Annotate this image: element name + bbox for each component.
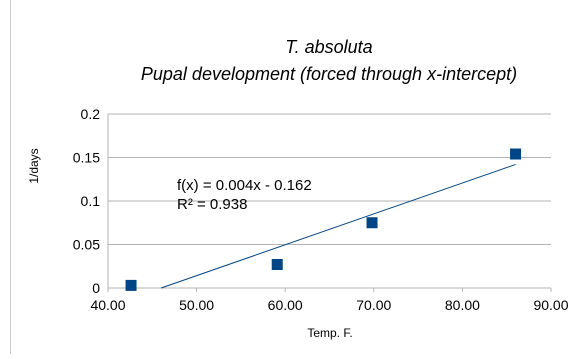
trendline [160, 163, 516, 289]
data-point [125, 279, 137, 291]
y-tick-label: 0.15 [73, 150, 100, 166]
trendline-group [160, 163, 516, 289]
data-point [510, 148, 522, 160]
axes [107, 114, 552, 292]
x-tick-labels: 40.00 50.00 60.00 70.00 80.00 90.00 [90, 297, 568, 313]
y-tick-label: 0 [92, 280, 100, 296]
trendline-equation: f(x) = 0.004x - 0.162 [177, 177, 312, 194]
x-tick-label: 70.00 [356, 297, 391, 313]
data-point [366, 217, 378, 229]
y-tick-label: 0.1 [81, 193, 101, 209]
y-tick-label: 0.2 [81, 106, 101, 122]
x-tick-label: 90.00 [533, 297, 568, 313]
window-edge-divider [10, 0, 11, 354]
trendline-r-squared: R² = 0.938 [177, 196, 247, 213]
y-axis-label: 1/days [27, 148, 41, 183]
data-point [271, 259, 283, 271]
x-tick-label: 60.00 [268, 297, 303, 313]
x-tick-label: 50.00 [179, 297, 214, 313]
y-tick-label: 0.05 [73, 237, 100, 253]
x-tick-label: 40.00 [90, 297, 125, 313]
gridlines [108, 113, 551, 245]
x-axis-label: Temp. F. [307, 326, 352, 340]
y-tick-labels: 0 0.05 0.1 0.15 0.2 [73, 106, 100, 296]
chart-title: T. absoluta [285, 37, 372, 57]
x-tick-label: 80.00 [445, 297, 480, 313]
chart-subtitle: Pupal development (forced through x-inte… [141, 64, 517, 84]
data-points [125, 148, 522, 291]
